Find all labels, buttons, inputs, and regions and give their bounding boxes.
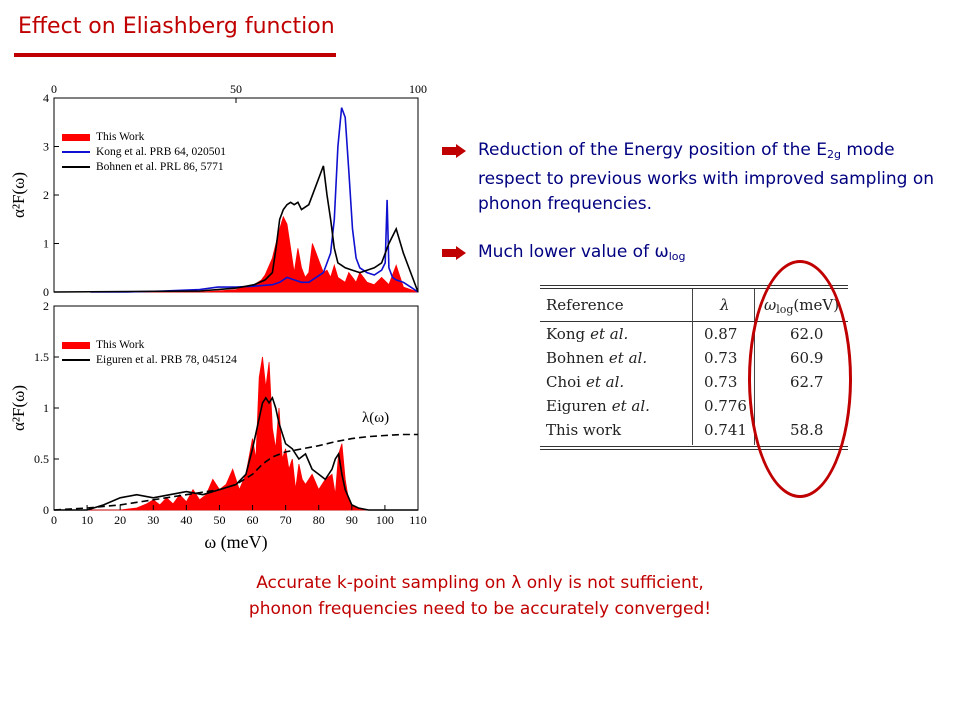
conclusion-line-2: phonon frequencies need to be accurately… bbox=[248, 599, 712, 619]
y-tick-label: 1 bbox=[43, 401, 49, 415]
conclusion-text: Accurate k-point sampling on λ only is n… bbox=[140, 570, 820, 622]
y-tick-label: 4 bbox=[43, 91, 49, 105]
reference-name: This work bbox=[546, 421, 622, 439]
table-cell-lambda: 0.741 bbox=[704, 421, 747, 439]
y-tick-label: 0.5 bbox=[34, 452, 49, 466]
reference-name: Bohnen bbox=[546, 349, 604, 367]
table-cell-lambda: 0.73 bbox=[704, 349, 738, 367]
x-tick-label: 50 bbox=[213, 513, 225, 527]
x-tick-label: 70 bbox=[280, 513, 292, 527]
series-area-0 bbox=[54, 356, 418, 511]
x-tick-label: 100 bbox=[376, 513, 394, 527]
y-tick-label: 3 bbox=[43, 140, 49, 154]
reference-etal: et al. bbox=[608, 349, 648, 367]
table-cell-lambda: 0.776 bbox=[704, 397, 747, 415]
x-tick-label: 90 bbox=[346, 513, 358, 527]
lambda-curve bbox=[53, 433, 418, 511]
y-tick-label: 0 bbox=[43, 285, 49, 299]
legend-swatch bbox=[62, 134, 90, 141]
x-tick-label: 30 bbox=[147, 513, 159, 527]
slide-title: Effect on Eliashberg function bbox=[18, 14, 335, 39]
table-cell-reference: Choi et al. bbox=[546, 373, 624, 391]
x-tick-label: 60 bbox=[247, 513, 259, 527]
reference-etal: et al. bbox=[611, 397, 650, 415]
series-line-1 bbox=[54, 395, 418, 511]
header-reference: Reference bbox=[546, 296, 624, 314]
x-tick-label: 110 bbox=[409, 513, 427, 527]
reference-name: Kong bbox=[546, 325, 586, 343]
table-cell-lambda: 0.73 bbox=[704, 373, 738, 391]
y-tick-label: 1 bbox=[43, 237, 49, 251]
x-tick-label: 0 bbox=[51, 513, 57, 527]
y-axis-label: α²F(ω) bbox=[9, 385, 28, 431]
header-lambda: λ bbox=[720, 296, 730, 314]
arrow-right-icon bbox=[442, 246, 466, 260]
bullet-text: Much lower value of ωlog bbox=[478, 242, 686, 263]
table-cell-reference: Kong et al. bbox=[546, 325, 628, 343]
y-tick-label: 0 bbox=[43, 503, 49, 517]
bullet-text: Reduction of the Energy position of the … bbox=[478, 140, 935, 214]
legend-label: Eiguren et al. PRB 78, 045124 bbox=[96, 354, 237, 366]
bullet-omega-log: Much lower value of ωlog bbox=[442, 240, 932, 270]
y-tick-label: 2 bbox=[43, 188, 49, 202]
reference-name: Choi bbox=[546, 373, 581, 391]
x-tick-label: 100 bbox=[409, 82, 427, 96]
reference-etal: et al. bbox=[590, 325, 629, 343]
x-tick-label: 20 bbox=[114, 513, 126, 527]
reference-name: Eiguren bbox=[546, 397, 607, 415]
x-tick-label: 80 bbox=[313, 513, 325, 527]
table-cell-reference: Eiguren et al. bbox=[546, 397, 650, 415]
plot-frame bbox=[53, 305, 419, 511]
legend-label: This Work bbox=[96, 131, 145, 143]
arrow-right-icon bbox=[442, 144, 466, 158]
x-tick-label: 40 bbox=[180, 513, 192, 527]
x-axis-label: ω (meV) bbox=[204, 532, 267, 553]
lambda-annotation: λ(ω) bbox=[362, 410, 389, 426]
bullet-energy-shift: Reduction of the Energy position of the … bbox=[442, 138, 934, 218]
legend-swatch bbox=[62, 342, 90, 349]
legend-label: Bohnen et al. PRL 86, 5771 bbox=[96, 161, 224, 173]
plot-frame bbox=[53, 97, 419, 293]
series-area-0 bbox=[54, 215, 419, 293]
omega-log-highlight-ellipse bbox=[748, 260, 852, 498]
y-tick-label: 1.5 bbox=[34, 350, 49, 364]
table-cell-reference: This work bbox=[546, 421, 626, 439]
legend-label: Kong et al. PRB 64, 020501 bbox=[96, 146, 226, 158]
table-cell-reference: Bohnen et al. bbox=[546, 349, 647, 367]
y-tick-label: 2 bbox=[43, 299, 49, 313]
legend-label: This Work bbox=[96, 339, 145, 351]
x-tick-label: 50 bbox=[230, 82, 242, 96]
x-tick-label: 0 bbox=[51, 82, 57, 96]
reference-etal: et al. bbox=[585, 373, 625, 391]
title-underline bbox=[14, 53, 336, 57]
y-axis-label: α²F(ω) bbox=[9, 172, 28, 218]
x-tick-label: 10 bbox=[81, 513, 93, 527]
series-line-2 bbox=[53, 165, 419, 293]
table-cell-lambda: 0.87 bbox=[704, 325, 738, 343]
conclusion-line-1: Accurate k-point sampling on λ only is n… bbox=[256, 573, 704, 593]
